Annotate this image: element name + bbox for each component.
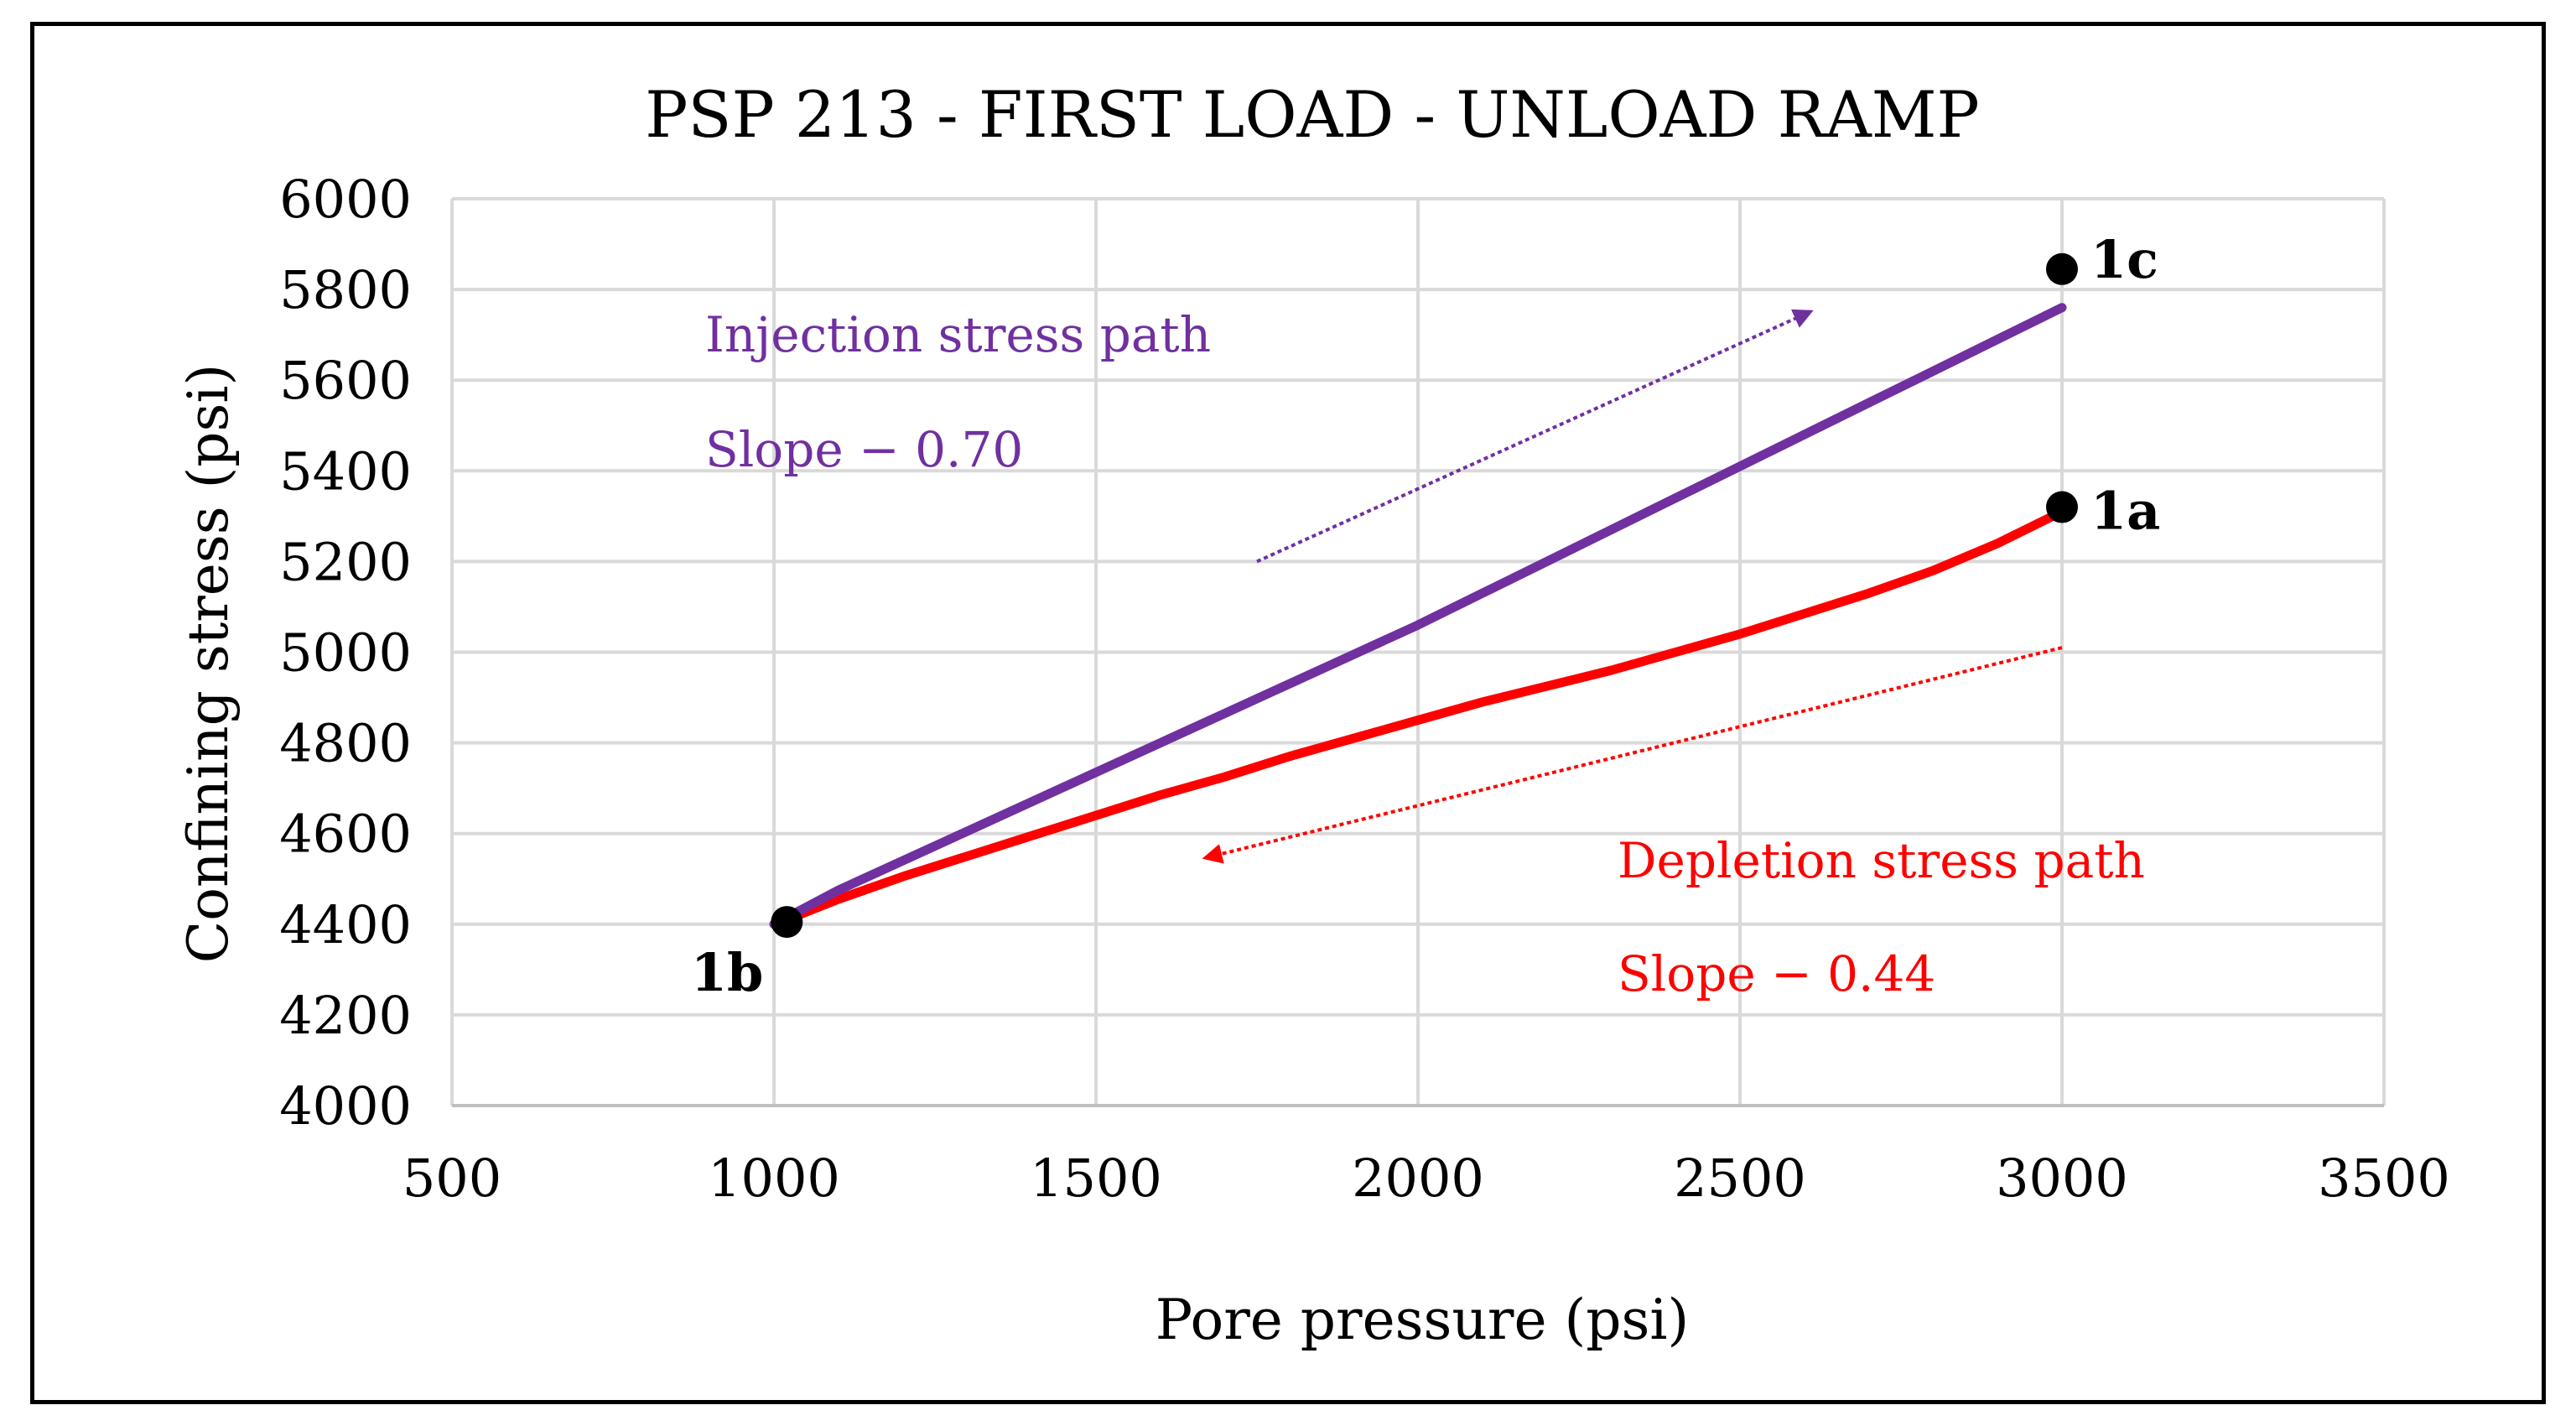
y-tick-label: 6000 — [279, 169, 412, 230]
depletion-slope-label: Slope − 0.44 — [1618, 945, 1935, 1002]
x-tick-label: 500 — [402, 1148, 501, 1209]
x-tick-label: 2000 — [1352, 1148, 1484, 1209]
point-1a-label: 1a — [2090, 481, 2160, 542]
x-tick-label: 1500 — [1030, 1148, 1162, 1209]
chart-title: PSP 213 - FIRST LOAD - UNLOAD RAMP — [645, 77, 1979, 152]
y-tick-label: 4600 — [279, 804, 412, 865]
x-tick-label: 3000 — [1996, 1148, 2128, 1209]
depletion-arrow — [1202, 646, 2063, 864]
grid — [450, 197, 2386, 1107]
point-1b-marker — [771, 906, 803, 939]
injection-slope-label: Slope − 0.70 — [705, 421, 1023, 478]
point-1c-marker — [2046, 252, 2078, 285]
x-tick-label: 1000 — [708, 1148, 840, 1209]
x-tick-labels: 500 1000 1500 2000 2500 3000 3500 — [402, 1148, 2450, 1209]
depletion-label: Depletion stress path — [1618, 832, 2145, 889]
y-tick-label: 5200 — [279, 531, 412, 592]
x-axis-label: Pore pressure (psi) — [1156, 1288, 1689, 1352]
point-1a-marker — [2046, 491, 2078, 523]
x-tick-label: 3500 — [2318, 1148, 2450, 1209]
y-tick-label: 5600 — [279, 350, 412, 411]
x-tick-label: 2500 — [1674, 1148, 1806, 1209]
chart-frame: PSP 213 - FIRST LOAD - UNLOAD RAMP 4000 4… — [30, 22, 2546, 1404]
depletion-series-line — [782, 507, 2067, 924]
chart-svg: PSP 213 - FIRST LOAD - UNLOAD RAMP 40004… — [176, 77, 2450, 1352]
y-tick-label: 5400 — [279, 440, 412, 502]
y-tick-label: 4000 — [279, 1075, 412, 1137]
injection-series-line — [769, 303, 2067, 929]
y-tick-label: 4200 — [279, 985, 412, 1046]
point-1c-label: 1c — [2090, 229, 2158, 290]
y-tick-label: 5000 — [279, 622, 412, 684]
injection-arrow — [1256, 309, 1814, 564]
y-axis-label: Confining stress (psi) — [176, 364, 241, 964]
arrows — [1202, 309, 2063, 864]
point-1b-label: 1b — [691, 942, 764, 1003]
y-tick-labels: 4000 4200 4400 4600 4800 5000 5200 5400 5600 5800… — [279, 169, 412, 1137]
y-tick-label: 4800 — [279, 713, 412, 774]
injection-label: Injection stress path — [705, 306, 1211, 363]
series — [769, 303, 2067, 929]
y-tick-label: 4400 — [279, 894, 412, 955]
y-tick-label: 5800 — [279, 259, 412, 320]
points: 1a 1b 1c — [691, 229, 2160, 1003]
